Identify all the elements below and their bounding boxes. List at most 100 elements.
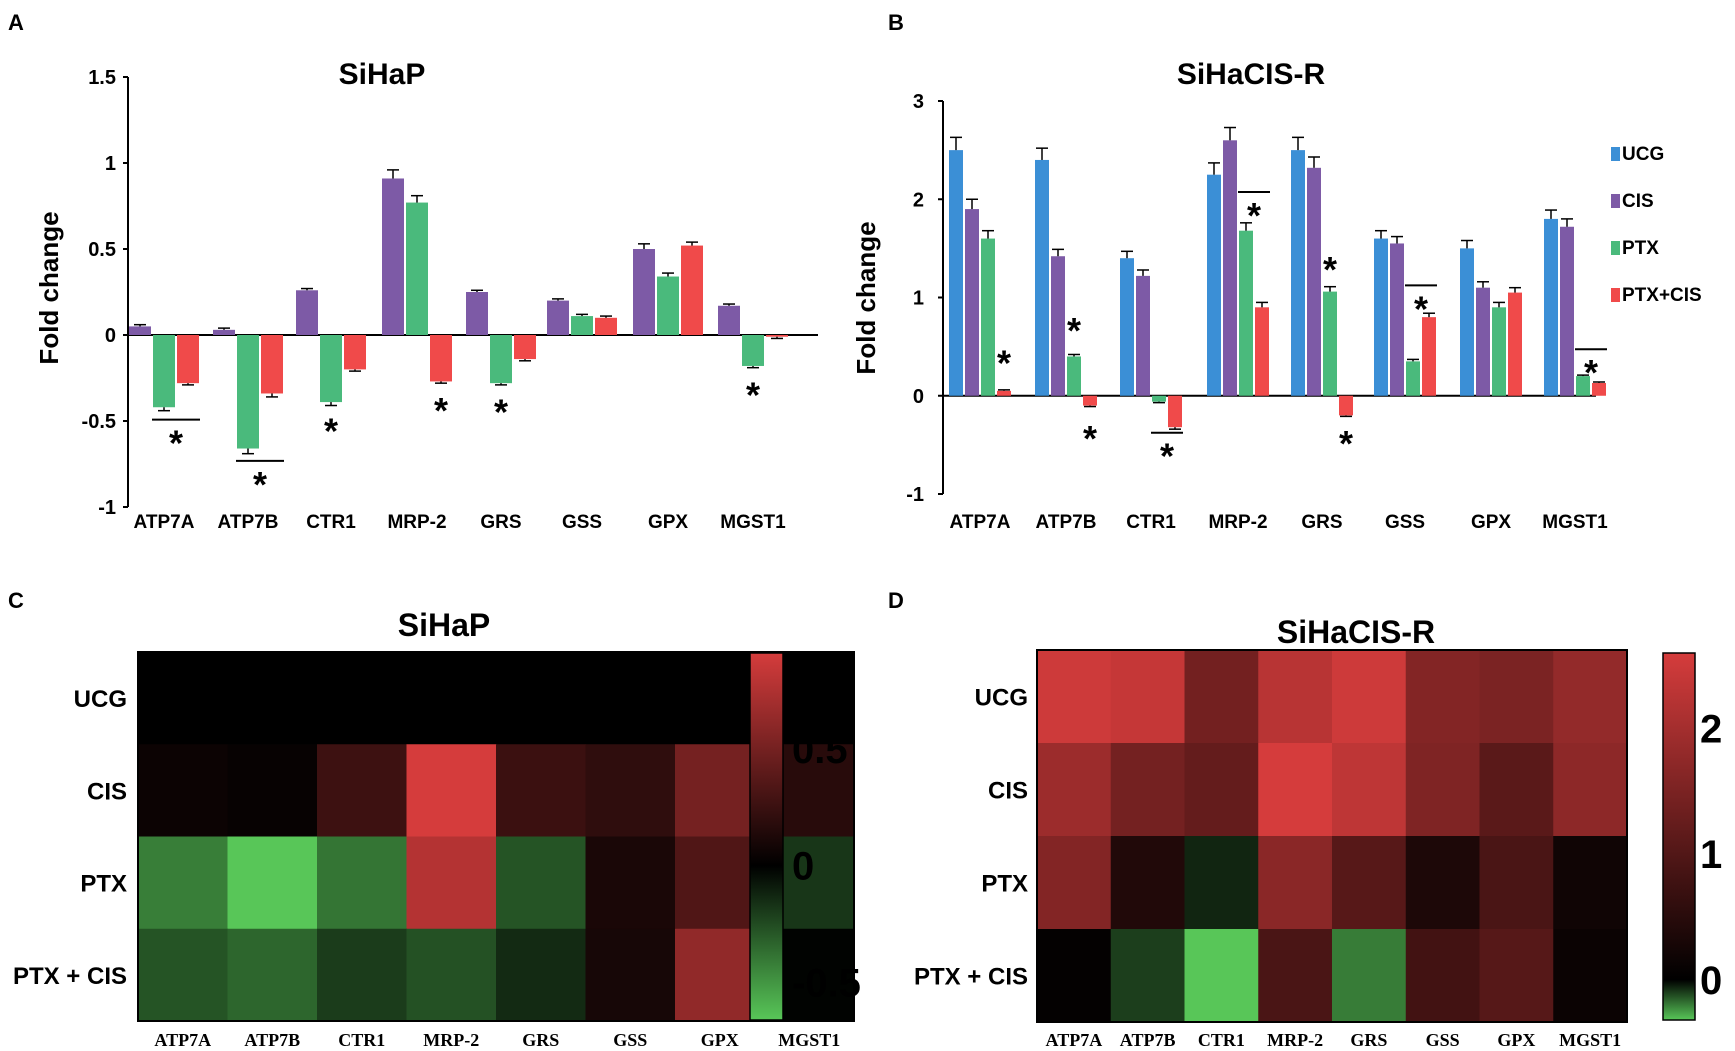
heatmap-cell-cis-mgst1	[1553, 743, 1628, 837]
bar-ptx-ctr1	[320, 335, 342, 403]
heatmap-cell-ucg-ctr1	[317, 652, 408, 745]
heatmap-cell-ptx-grs	[1332, 836, 1407, 930]
y-tick-label: 0	[913, 386, 924, 408]
bar-ptx-cis-gpx	[681, 245, 703, 335]
heatmap-cell-cis-grs	[1332, 743, 1407, 837]
bar-cis-gpx	[633, 249, 655, 335]
heatmap-row-label: PTX + CIS	[13, 963, 127, 990]
heatmap-column-label: ATP7A	[1046, 1030, 1103, 1050]
heatmap-cell-ucg-gss	[585, 652, 676, 745]
x-tick-label: CTR1	[1126, 512, 1176, 533]
heatmap-cell-ucg-gss	[1405, 650, 1481, 744]
bar-ptx-cis-atp7a	[997, 390, 1011, 396]
bar-ptx-cis-mgst1	[1592, 382, 1606, 396]
heatmap-column-label: GRS	[522, 1030, 559, 1050]
heatmap-row-label: PTX	[80, 871, 127, 898]
x-tick-label: ATP7A	[134, 512, 195, 533]
heatmap-column-label: GPX	[701, 1030, 739, 1050]
heatmap-cell-ptx-cis-atp7a	[1037, 929, 1112, 1023]
heatmap-column-label: GSS	[1426, 1030, 1460, 1050]
significance-asterisk: *	[253, 464, 267, 505]
heatmap-cell-ptx-atp7b	[1110, 836, 1186, 930]
significance-asterisk: *	[434, 390, 448, 431]
significance-asterisk: *	[494, 392, 508, 433]
heatmap-column-label: ATP7B	[1120, 1030, 1176, 1050]
heatmap-title-c: SiHaP	[398, 607, 490, 643]
bar-ptx-mrp-2	[1239, 230, 1253, 396]
bar-cis-atp7a	[129, 326, 151, 335]
x-tick-label: GPX	[1471, 512, 1511, 533]
heatmap-cell-ptx-cis-mrp-2	[1258, 929, 1333, 1023]
heatmap-cell-ucg-mgst1	[1553, 650, 1628, 744]
heatmap-cell-ptx-cis-atp7b	[227, 928, 318, 1022]
x-tick-label: ATP7B	[218, 512, 279, 533]
heatmap-row-label: UCG	[74, 686, 127, 713]
bar-ucg-grs	[1291, 150, 1305, 396]
x-tick-label: GRS	[1301, 512, 1342, 533]
heatmap-cell-cis-gss	[585, 744, 676, 838]
heatmap-cell-ptx-cis-atp7b	[1110, 929, 1186, 1023]
heatmap-cell-ptx-gpx	[1479, 836, 1554, 930]
bar-ptx-cis-gss	[595, 317, 617, 335]
heatmap-cell-ptx-cis-ctr1	[317, 928, 408, 1022]
heatmap-cell-ptx-ctr1	[317, 836, 408, 930]
heatmap-cell-cis-grs	[496, 744, 587, 838]
bar-ptx-cis-mgst1	[766, 335, 788, 337]
heatmap-column-label: MRP-2	[1267, 1030, 1323, 1050]
legend-label: UCG	[1622, 144, 1664, 165]
bar-ptx-cis-grs	[514, 335, 536, 360]
bar-cis-atp7b	[213, 329, 235, 335]
x-tick-label: GPX	[648, 512, 688, 533]
bar-cis-mgst1	[718, 305, 740, 335]
bar-ucg-mgst1	[1544, 218, 1558, 396]
bar-ptx-atp7a	[981, 238, 995, 396]
heatmap-cell-ucg-gpx	[1479, 650, 1554, 744]
heatmap-cell-cis-mrp-2	[406, 744, 497, 838]
heatmap-cell-ptx-gss	[1405, 836, 1481, 930]
colorbar	[1662, 652, 1696, 1021]
bar-ptx-mgst1	[1576, 376, 1590, 396]
y-tick-label: 3	[913, 91, 924, 113]
heatmap-row-label: CIS	[988, 778, 1028, 805]
legend-label: PTX+CIS	[1622, 285, 1702, 306]
bar-ptx-cis-gpx	[1508, 292, 1522, 396]
x-tick-label: GSS	[1385, 512, 1425, 533]
legend-label: CIS	[1622, 191, 1654, 212]
bar-ucg-atp7a	[949, 150, 963, 396]
significance-asterisk: *	[746, 374, 760, 415]
legend-swatch-ptx	[1611, 241, 1620, 255]
heatmap-cell-ucg-atp7b	[1110, 650, 1186, 744]
heatmap-cell-cis-ctr1	[1184, 743, 1259, 837]
bar-cis-mrp-2	[1223, 140, 1237, 396]
y-axis-label: Fold change	[851, 221, 881, 374]
heatmap-column-label: CTR1	[338, 1030, 385, 1050]
x-tick-label: ATP7A	[950, 512, 1011, 533]
bar-ptx-cis-mrp-2	[1255, 307, 1269, 396]
bar-ptx-atp7a	[153, 335, 175, 408]
chart-title-a: SiHaP	[339, 58, 426, 91]
bar-ptx-cis-ctr1	[1168, 395, 1182, 428]
significance-asterisk: *	[1247, 195, 1261, 236]
legend-label: PTX	[1622, 238, 1659, 259]
heatmap-cell-ptx-cis-grs	[1332, 929, 1407, 1023]
bar-cis-ctr1	[296, 290, 318, 335]
bar-cis-ctr1	[1136, 275, 1150, 396]
y-tick-label: 1	[913, 288, 924, 310]
bar-cis-atp7b	[1051, 256, 1065, 396]
panel-letter-d: D	[888, 588, 904, 613]
bar-ptx-gpx	[657, 276, 679, 335]
heatmap-column-label: CTR1	[1198, 1030, 1245, 1050]
bar-cis-atp7a	[965, 209, 979, 396]
heatmap-border	[137, 651, 855, 1022]
heatmap-cell-ptx-cis-mgst1	[1553, 929, 1628, 1023]
significance-asterisk: *	[1160, 436, 1174, 477]
bar-ucg-mrp-2	[1207, 174, 1221, 396]
bar-cis-grs	[466, 292, 488, 335]
bar-ptx-gss	[571, 316, 593, 335]
significance-asterisk: *	[997, 342, 1011, 383]
heatmap-cell-cis-gss	[1405, 743, 1481, 837]
bar-ptx-cis-grs	[1339, 395, 1353, 416]
heatmap-cell-ucg-atp7a	[1037, 650, 1112, 744]
colorbar-tick-label: -0.5	[792, 962, 861, 1006]
bar-ptx-cis-mrp-2	[430, 335, 452, 382]
